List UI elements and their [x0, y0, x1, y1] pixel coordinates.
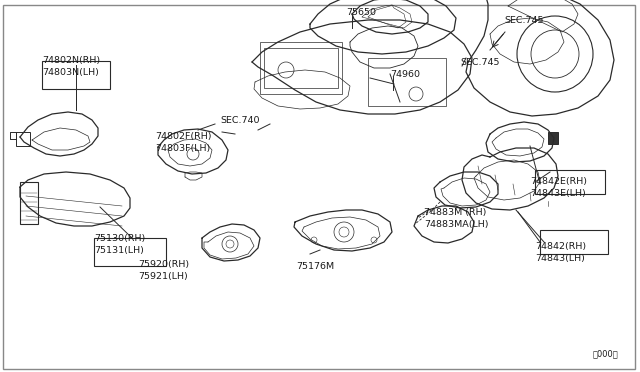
Text: 74960: 74960 — [390, 70, 420, 79]
Text: 74883M (RH): 74883M (RH) — [424, 208, 486, 217]
Text: 74842(RH): 74842(RH) — [535, 242, 586, 251]
Text: 74802N(RH): 74802N(RH) — [42, 56, 100, 65]
Text: 75130(RH): 75130(RH) — [94, 234, 145, 243]
Text: 75650: 75650 — [346, 8, 376, 17]
Bar — [94, 238, 166, 266]
Bar — [42, 61, 110, 89]
Text: 㝐000：: 㝐000： — [592, 349, 618, 358]
Text: SEC.745: SEC.745 — [504, 16, 543, 25]
Text: 74843E(LH): 74843E(LH) — [530, 189, 586, 198]
Text: 74842E(RH): 74842E(RH) — [530, 177, 587, 186]
Text: 74883MA(LH): 74883MA(LH) — [424, 220, 488, 229]
Text: 75176M: 75176M — [296, 262, 334, 271]
Text: 74803F(LH): 74803F(LH) — [155, 144, 211, 153]
Text: 74802F(RH): 74802F(RH) — [155, 132, 211, 141]
Text: 75920(RH): 75920(RH) — [138, 260, 189, 269]
Bar — [16, 132, 30, 146]
Bar — [368, 58, 446, 106]
Bar — [548, 132, 558, 144]
Bar — [260, 42, 342, 94]
Bar — [540, 230, 608, 254]
Text: SEC.745: SEC.745 — [460, 58, 499, 67]
Text: 74843(LH): 74843(LH) — [535, 254, 585, 263]
Text: 75131(LH): 75131(LH) — [94, 246, 144, 255]
Bar — [535, 170, 605, 194]
Bar — [20, 182, 38, 224]
Text: SEC.740: SEC.740 — [220, 116, 259, 125]
Text: 74803N(LH): 74803N(LH) — [42, 68, 99, 77]
Bar — [264, 48, 338, 88]
Text: 75921(LH): 75921(LH) — [138, 272, 188, 281]
